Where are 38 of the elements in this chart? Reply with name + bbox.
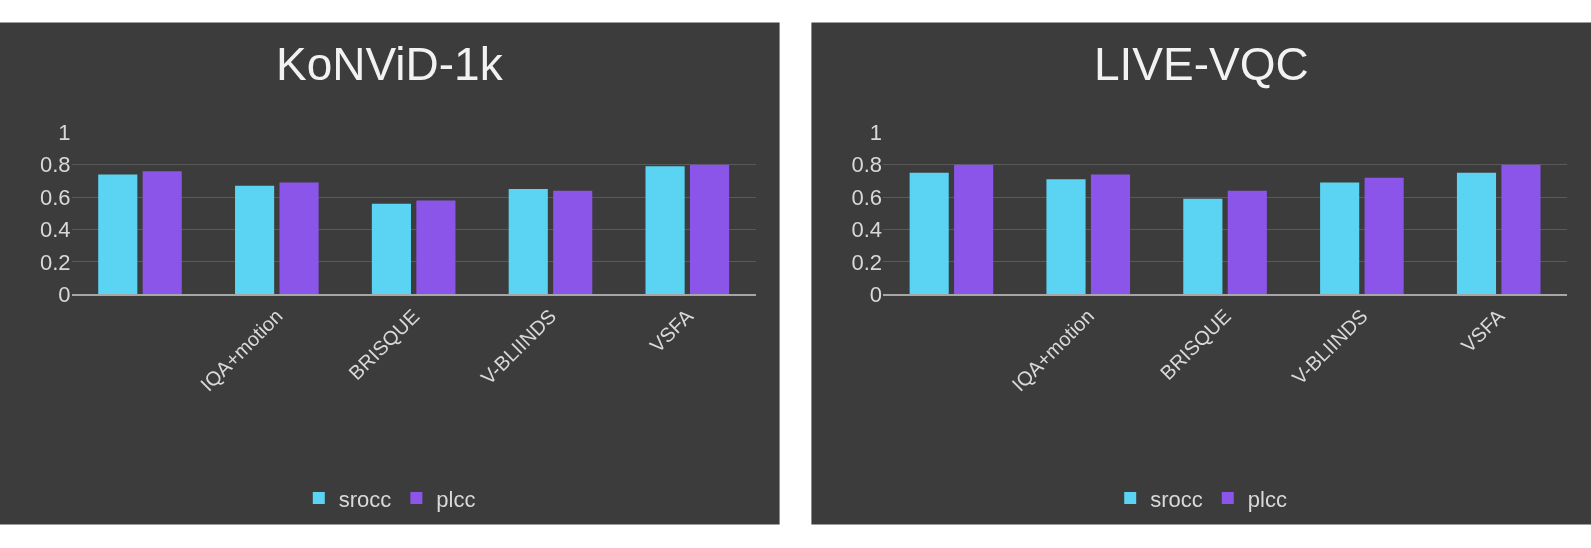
bar bbox=[1456, 172, 1497, 295]
y-tick-label: 0.6 bbox=[851, 184, 883, 210]
legend-label: plcc bbox=[1247, 486, 1287, 512]
y-tick-label: 0.4 bbox=[40, 217, 71, 243]
bar bbox=[371, 203, 411, 295]
y-tick-label: 0.2 bbox=[40, 249, 71, 275]
bar bbox=[1227, 190, 1267, 295]
bar bbox=[508, 189, 548, 295]
y-tick-label: 0.2 bbox=[851, 249, 883, 275]
chart-title: KoNViD-1k bbox=[276, 38, 504, 90]
bar bbox=[645, 166, 685, 295]
bar bbox=[1046, 179, 1086, 295]
bar bbox=[279, 182, 319, 295]
y-tick-label: 0.6 bbox=[40, 184, 71, 210]
legend-label: srocc bbox=[338, 486, 392, 512]
bar bbox=[689, 164, 730, 295]
y-tick-label: 0.8 bbox=[40, 152, 71, 178]
y-tick-label: 0 bbox=[58, 282, 71, 308]
bar bbox=[909, 172, 949, 295]
legend-label: srocc bbox=[1150, 486, 1203, 512]
bar bbox=[954, 164, 994, 295]
bar bbox=[142, 171, 182, 295]
y-tick-label: 1 bbox=[58, 119, 71, 145]
y-tick-label: 0.4 bbox=[851, 217, 883, 243]
bar bbox=[416, 200, 456, 295]
bar bbox=[1090, 174, 1131, 295]
chart-title: LIVE-VQC bbox=[1094, 38, 1309, 90]
y-tick-label: 0 bbox=[869, 282, 883, 308]
bar bbox=[1183, 198, 1223, 295]
bar bbox=[553, 190, 593, 295]
bar bbox=[98, 174, 138, 295]
bar bbox=[1501, 164, 1541, 295]
y-tick-label: 1 bbox=[869, 119, 883, 145]
y-tick-label: 0.8 bbox=[851, 152, 883, 178]
bar bbox=[1364, 177, 1404, 295]
bar bbox=[1320, 182, 1360, 295]
bar bbox=[235, 185, 275, 295]
legend-label: plcc bbox=[436, 486, 476, 512]
